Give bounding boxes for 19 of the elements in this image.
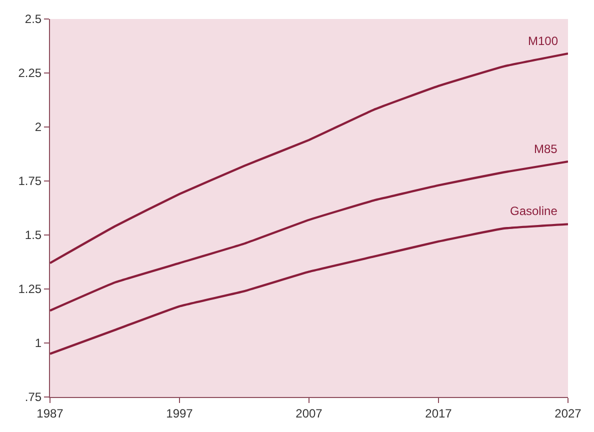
y-tick-label: .75 (24, 390, 42, 404)
y-tick-label: 2.5 (24, 12, 42, 26)
x-tick-label: 2007 (296, 406, 323, 420)
x-tick-label: 1987 (36, 406, 64, 420)
x-tick-label: 1997 (166, 406, 194, 420)
series-label: Gasoline (510, 204, 558, 218)
y-tick-label: 2.25 (18, 66, 42, 80)
line-series (50, 160, 568, 312)
series-label: M85 (534, 142, 558, 156)
y-tick-label: 1.75 (18, 174, 42, 188)
line-series (50, 52, 568, 264)
series-label: M100 (528, 34, 558, 48)
y-tick-label: 2 (34, 120, 42, 134)
line-series (50, 223, 568, 355)
x-tick-label: 2027 (554, 406, 582, 420)
y-tick-label: 1.5 (24, 228, 42, 242)
x-tick-label: 2017 (425, 406, 452, 420)
y-tick-label: 1 (34, 336, 42, 350)
y-tick-label: 1.25 (18, 282, 42, 296)
